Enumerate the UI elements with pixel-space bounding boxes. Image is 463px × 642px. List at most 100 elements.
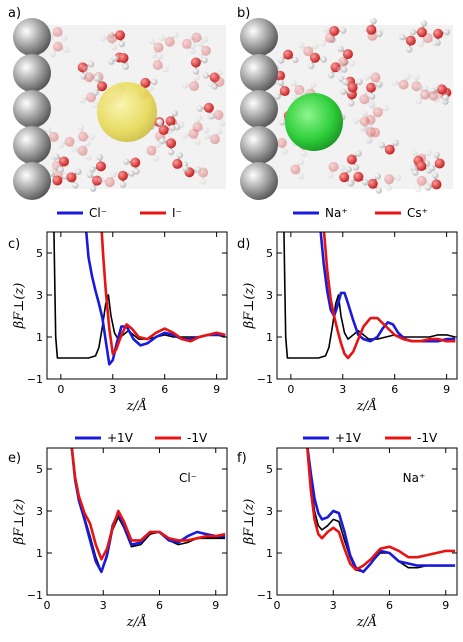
hydrogen-atom (290, 94, 298, 101)
hydrogen-atom (359, 125, 366, 132)
hydrogen-atom (51, 164, 59, 171)
y-tick-label: 1 (266, 547, 273, 560)
hydrogen-atom (361, 109, 368, 117)
electrode-atoms-a (13, 18, 51, 200)
water-molecule (339, 166, 354, 187)
y-tick-label: 1 (36, 547, 43, 560)
hydrogen-atom (181, 82, 189, 89)
hydrogen-atom (152, 155, 160, 162)
water-molecule (342, 78, 363, 93)
oxygen-atom (115, 30, 126, 41)
water-molecule (77, 140, 92, 161)
series-line-red (70, 448, 226, 561)
hydrogen-atom (151, 78, 158, 86)
hydrogen-atom (189, 42, 197, 49)
hydrogen-atom (366, 136, 373, 143)
oxygen-atom (328, 161, 339, 172)
water-molecule (49, 41, 70, 58)
water-molecule (146, 141, 162, 162)
oxygen-atom (213, 109, 224, 120)
x-tick-label: 6 (391, 383, 398, 396)
electrode-atom (240, 54, 278, 92)
hydrogen-atom (281, 148, 288, 155)
hydrogen-atom (216, 69, 223, 77)
oxygen-atom (405, 35, 416, 46)
oxygen-atom (200, 45, 211, 56)
hydrogen-atom (385, 184, 392, 192)
hydrogen-atom (63, 46, 70, 54)
hydrogen-atom (424, 184, 432, 191)
hydrogen-atom (92, 101, 99, 109)
hydrogen-atom (312, 42, 319, 50)
hydrogen-atom (337, 45, 344, 53)
hydrogen-atom (327, 172, 334, 179)
x-axis-label: z/Å (126, 614, 148, 630)
panel-label: f) (237, 451, 247, 466)
hydrogen-atom (421, 91, 428, 99)
x-tick-label: 9 (213, 383, 220, 396)
water-molecule (189, 32, 209, 49)
oxygen-atom (203, 102, 214, 113)
legend-label: -1V (187, 431, 208, 445)
x-tick-label: 3 (330, 599, 337, 612)
oxygen-atom (153, 42, 164, 53)
plot-frame (46, 447, 228, 596)
water-molecule (391, 73, 411, 90)
y-tick-label: 1 (36, 331, 43, 344)
legend-label: I⁻ (172, 206, 182, 220)
hydrogen-atom (196, 105, 204, 112)
hydrogen-atom (216, 128, 223, 135)
water-molecule (111, 53, 130, 70)
y-tick-label: −1 (27, 373, 43, 386)
hydrogen-atom (433, 151, 440, 159)
oxygen-atom (339, 172, 350, 183)
water-molecule (368, 102, 389, 118)
hydrogen-atom (99, 34, 107, 41)
oxygen-atom (434, 158, 445, 169)
y-tick-label: 5 (36, 247, 43, 260)
y-tick-label: 1 (266, 331, 273, 344)
y-tick-label: 5 (266, 463, 273, 476)
legend-label: Cs⁺ (407, 206, 428, 220)
hydrogen-atom (122, 63, 130, 70)
oxygen-atom (64, 136, 75, 147)
oxygen-atom (359, 94, 370, 105)
water-molecule (172, 152, 189, 172)
series-line-red (306, 448, 456, 572)
water-molecule (47, 26, 68, 41)
sodium-ion (285, 93, 343, 151)
water-molecule (192, 114, 210, 134)
hydrogen-atom (192, 68, 200, 75)
hydrogen-atom (292, 56, 299, 64)
water-molecule (86, 171, 103, 192)
water-molecule (367, 173, 383, 194)
hydrogen-atom (277, 79, 285, 87)
y-tick-label: 3 (36, 505, 43, 518)
oxygen-atom (353, 171, 364, 182)
hydrogen-atom (399, 33, 406, 41)
hydrogen-atom (414, 185, 422, 193)
hydrogen-atom (409, 28, 417, 36)
oxygen-atom (283, 49, 294, 60)
series-line-reference (283, 232, 456, 359)
ion-annotation: Na⁺ (403, 471, 426, 485)
water-molecule (196, 102, 215, 120)
oxygen-atom (431, 179, 442, 190)
series-line-blue (306, 448, 456, 574)
chart-d: d) 0 3 6 9 −1 1 3 5 z/Å βF⊥(z) Na⁺ Cs⁺ (237, 206, 458, 414)
hydrogen-atom (340, 88, 347, 95)
oxygen-atom (384, 144, 395, 155)
hydrogen-atom (348, 100, 355, 107)
x-tick-label: 3 (339, 383, 346, 396)
water-molecule (378, 139, 400, 155)
series-line-blue (84, 232, 226, 366)
oxygen-atom (428, 90, 439, 101)
y-axis-label: βF⊥(z) (242, 499, 257, 546)
oxygen-atom (370, 127, 381, 138)
electrode-atom (13, 162, 51, 200)
hydrogen-atom (49, 50, 57, 58)
oxygen-atom (165, 116, 176, 127)
hydrogen-atom (428, 165, 436, 172)
hydrogen-atom (336, 66, 344, 74)
hydrogen-atom (197, 40, 204, 47)
